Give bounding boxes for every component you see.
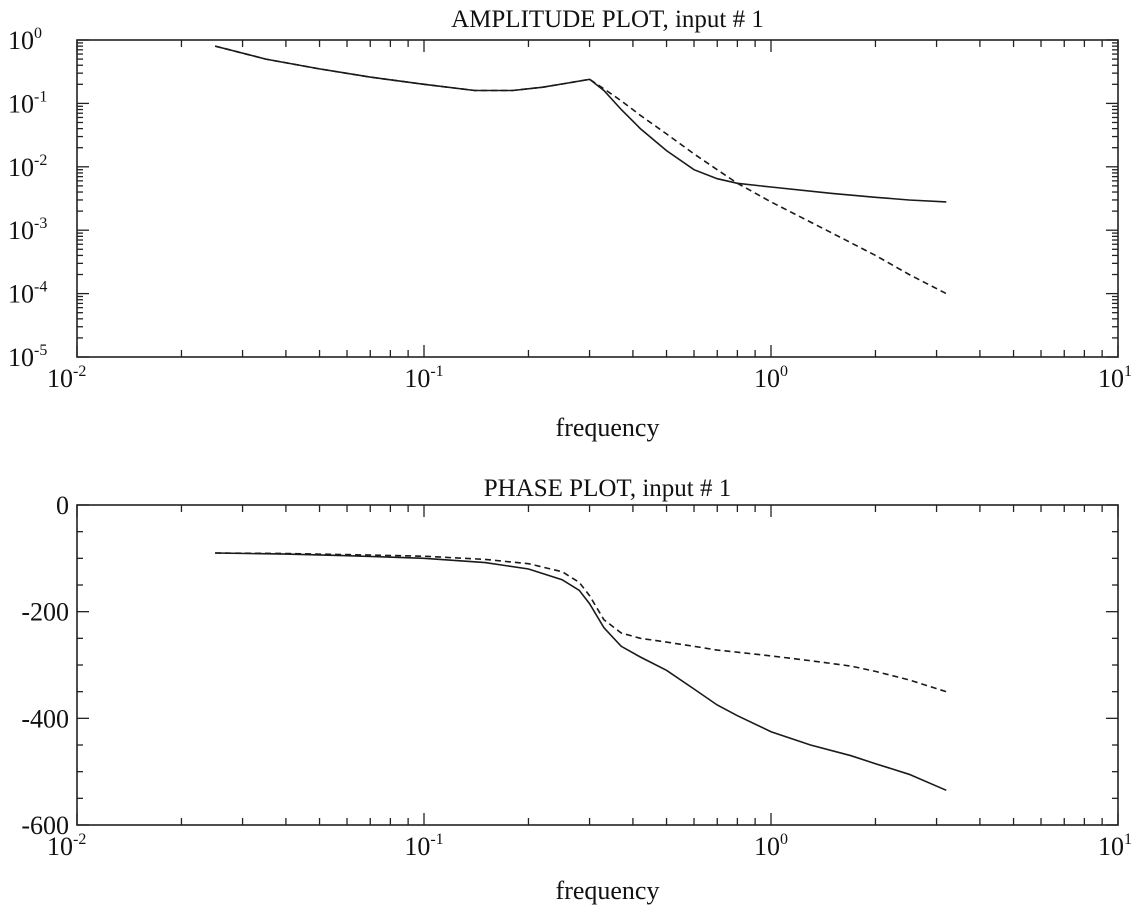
series-line-solid <box>215 552 947 792</box>
plot-frame <box>76 39 1119 358</box>
x-axis-label: frequency <box>556 413 660 442</box>
y-tick-label: 10-5 <box>8 342 47 372</box>
series-line-dashed <box>214 45 947 295</box>
x-tick-label: 101 <box>1098 831 1132 861</box>
y-tick-label: 100 <box>8 25 42 55</box>
x-tick-label: 10-2 <box>47 831 86 861</box>
y-tick-label: 10-2 <box>8 152 47 182</box>
y-tick-label: 10-1 <box>8 88 47 118</box>
series-line-dashed <box>215 552 947 693</box>
y-tick-label: 10-4 <box>8 279 47 309</box>
x-tick-label: 10-2 <box>47 363 86 393</box>
x-tick-label: 100 <box>754 363 788 393</box>
x-tick-label: 10-1 <box>404 831 443 861</box>
y-tick-label: -400 <box>21 704 69 733</box>
x-axis-label: frequency <box>556 876 660 905</box>
phase-plot: PHASE PLOT, input # 1 10-2 10-1 100 101 frequ… <box>21 475 1132 905</box>
y-tick-label: 0 <box>56 491 69 520</box>
chart-title: PHASE PLOT, input # 1 <box>484 475 731 502</box>
chart-title: AMPLITUDE PLOT, input # 1 <box>451 6 764 33</box>
y-tick-label: 10-3 <box>8 215 47 245</box>
y-tick-label: -600 <box>21 811 69 840</box>
y-tick-label: -200 <box>21 598 69 627</box>
amplitude-plot: AMPLITUDE PLOT, input # 1 10-2 10-1 100 101 f… <box>8 6 1132 442</box>
x-tick-label: 10-1 <box>404 363 443 393</box>
x-tick-label: 100 <box>754 831 788 861</box>
x-tick-label: 101 <box>1098 363 1132 393</box>
